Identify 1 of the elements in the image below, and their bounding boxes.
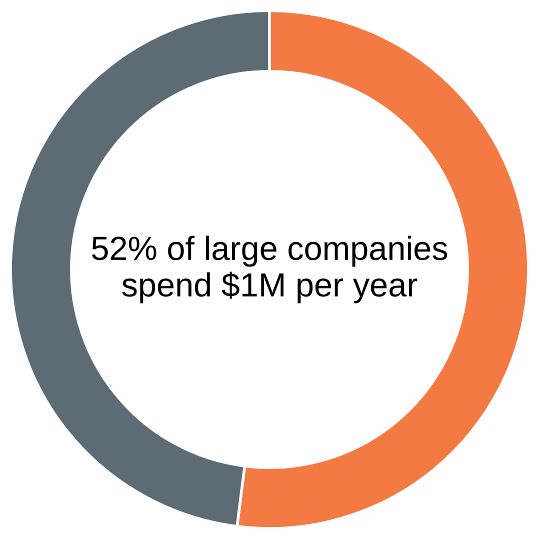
- text: 52% of large companies spend $1M per year: [92, 236, 448, 304]
